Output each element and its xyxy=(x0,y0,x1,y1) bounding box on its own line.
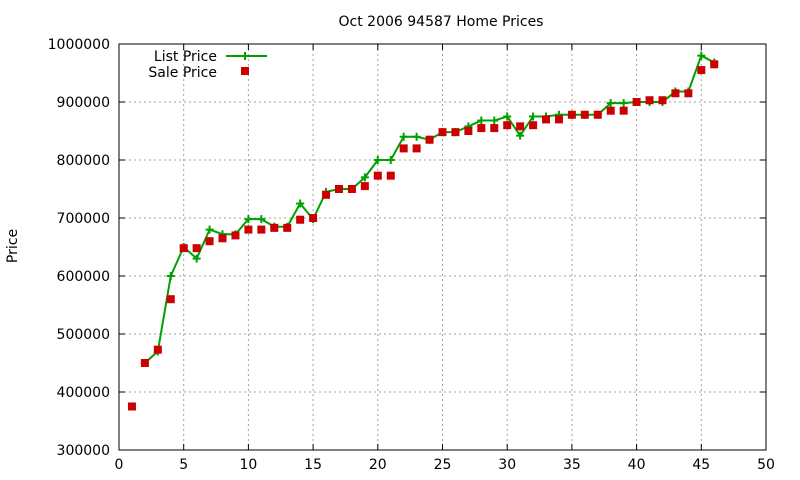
sale-price-point xyxy=(257,225,266,234)
list-price-point xyxy=(257,215,266,224)
x-tick-label: 20 xyxy=(369,457,387,473)
sale-price-point xyxy=(283,223,292,232)
list-price-point xyxy=(205,225,214,234)
sale-price-point xyxy=(127,402,136,411)
x-tick-label: 25 xyxy=(434,457,452,473)
sale-price-point xyxy=(347,185,356,193)
axis-ticks: 0 5 10 15 20 25 30 35 40 45 50 300000 400000 500000 60… xyxy=(48,37,775,473)
x-tick-label: 40 xyxy=(628,457,646,473)
sale-price-point xyxy=(554,115,563,124)
sale-price-point xyxy=(192,244,201,253)
list-price-point xyxy=(412,132,421,141)
sale-price-point xyxy=(412,144,421,153)
list-price-point xyxy=(399,132,408,141)
sale-price-point xyxy=(218,234,227,243)
grid-lines xyxy=(119,44,766,450)
sale-price-point xyxy=(399,144,408,153)
sale-price-point xyxy=(451,128,460,137)
sale-price-point xyxy=(425,135,434,144)
sale-price-point xyxy=(373,171,382,180)
legend-label-sale-price: Sale Price xyxy=(148,65,217,81)
sale-price-point xyxy=(322,190,331,199)
sale-price-point xyxy=(516,122,525,131)
sale-price-point xyxy=(684,89,693,98)
sale-price-point xyxy=(477,124,486,133)
list-price-point xyxy=(619,99,628,108)
sale-price-point xyxy=(309,214,318,222)
sale-price-point xyxy=(503,121,512,130)
sale-price-point xyxy=(567,110,576,119)
list-price-point xyxy=(503,112,512,121)
sale-price-point xyxy=(619,106,628,115)
x-tick-label: 45 xyxy=(692,457,710,473)
plot-frame xyxy=(118,43,767,451)
legend-plus-list-price xyxy=(241,52,249,60)
y-tick-label: 1000000 xyxy=(48,37,110,53)
x-tick-label: 0 xyxy=(115,457,124,473)
list-price-point xyxy=(529,112,538,121)
sale-price-point xyxy=(710,60,719,69)
list-price-point xyxy=(516,131,525,140)
y-tick-label: 700000 xyxy=(57,211,110,227)
y-tick-label: 900000 xyxy=(57,95,110,111)
legend-entry-list-price: List Price xyxy=(154,49,267,65)
series-sale-price xyxy=(127,60,719,411)
x-tick-label: 5 xyxy=(179,457,188,473)
x-tick-label: 30 xyxy=(498,457,516,473)
sale-price-point xyxy=(464,127,473,135)
legend-entry-sale-price: Sale Price xyxy=(148,65,249,81)
list-price-point xyxy=(606,99,615,108)
list-price-point xyxy=(192,254,201,263)
list-price-point xyxy=(477,116,486,125)
list-price-point xyxy=(296,199,305,208)
x-tick-label: 10 xyxy=(239,457,257,473)
sale-price-point xyxy=(270,223,279,232)
sale-price-point xyxy=(179,244,188,253)
list-price-point xyxy=(697,51,706,60)
sale-price-point xyxy=(529,121,538,130)
list-price-point xyxy=(166,272,175,280)
sale-price-point xyxy=(632,98,641,106)
list-price-point xyxy=(386,156,395,164)
sale-price-point xyxy=(140,359,149,367)
legend: List Price Sale Price xyxy=(148,49,267,81)
sale-price-point xyxy=(360,182,369,191)
sale-price-point xyxy=(153,345,162,354)
y-tick-label: 400000 xyxy=(57,385,110,401)
sale-price-point xyxy=(606,106,615,115)
list-price-point xyxy=(373,156,382,164)
sale-price-point xyxy=(542,115,551,124)
sale-price-point xyxy=(580,110,589,119)
sale-price-point xyxy=(231,231,240,240)
sale-price-point xyxy=(593,110,602,119)
x-tick-label: 15 xyxy=(304,457,322,473)
sale-price-point xyxy=(671,89,680,98)
sale-price-point xyxy=(244,225,253,234)
sale-price-point xyxy=(658,96,667,105)
list-price-point xyxy=(360,173,369,182)
y-tick-label: 600000 xyxy=(57,269,110,285)
sale-price-point xyxy=(205,237,214,246)
y-tick-label: 800000 xyxy=(57,153,110,169)
y-axis-label: Price xyxy=(5,229,21,263)
sale-price-point xyxy=(166,295,175,304)
legend-label-list-price: List Price xyxy=(154,49,217,65)
y-tick-label: 300000 xyxy=(57,443,110,459)
sale-price-point xyxy=(490,124,499,133)
chart-title: Oct 2006 94587 Home Prices xyxy=(339,14,544,30)
x-tick-label: 35 xyxy=(563,457,581,473)
x-tick-label: 50 xyxy=(757,457,775,473)
sale-price-point xyxy=(296,215,305,224)
y-tick-label: 500000 xyxy=(57,327,110,343)
legend-swatch-sale-price xyxy=(241,67,249,75)
sale-price-point xyxy=(697,66,706,75)
series-list-price xyxy=(140,51,719,367)
list-price-point xyxy=(244,215,253,224)
sale-price-point xyxy=(645,96,654,105)
sale-price-point xyxy=(438,128,447,137)
list-price-point xyxy=(490,116,499,125)
sale-price-point xyxy=(386,171,395,180)
sale-price-point xyxy=(334,185,343,193)
